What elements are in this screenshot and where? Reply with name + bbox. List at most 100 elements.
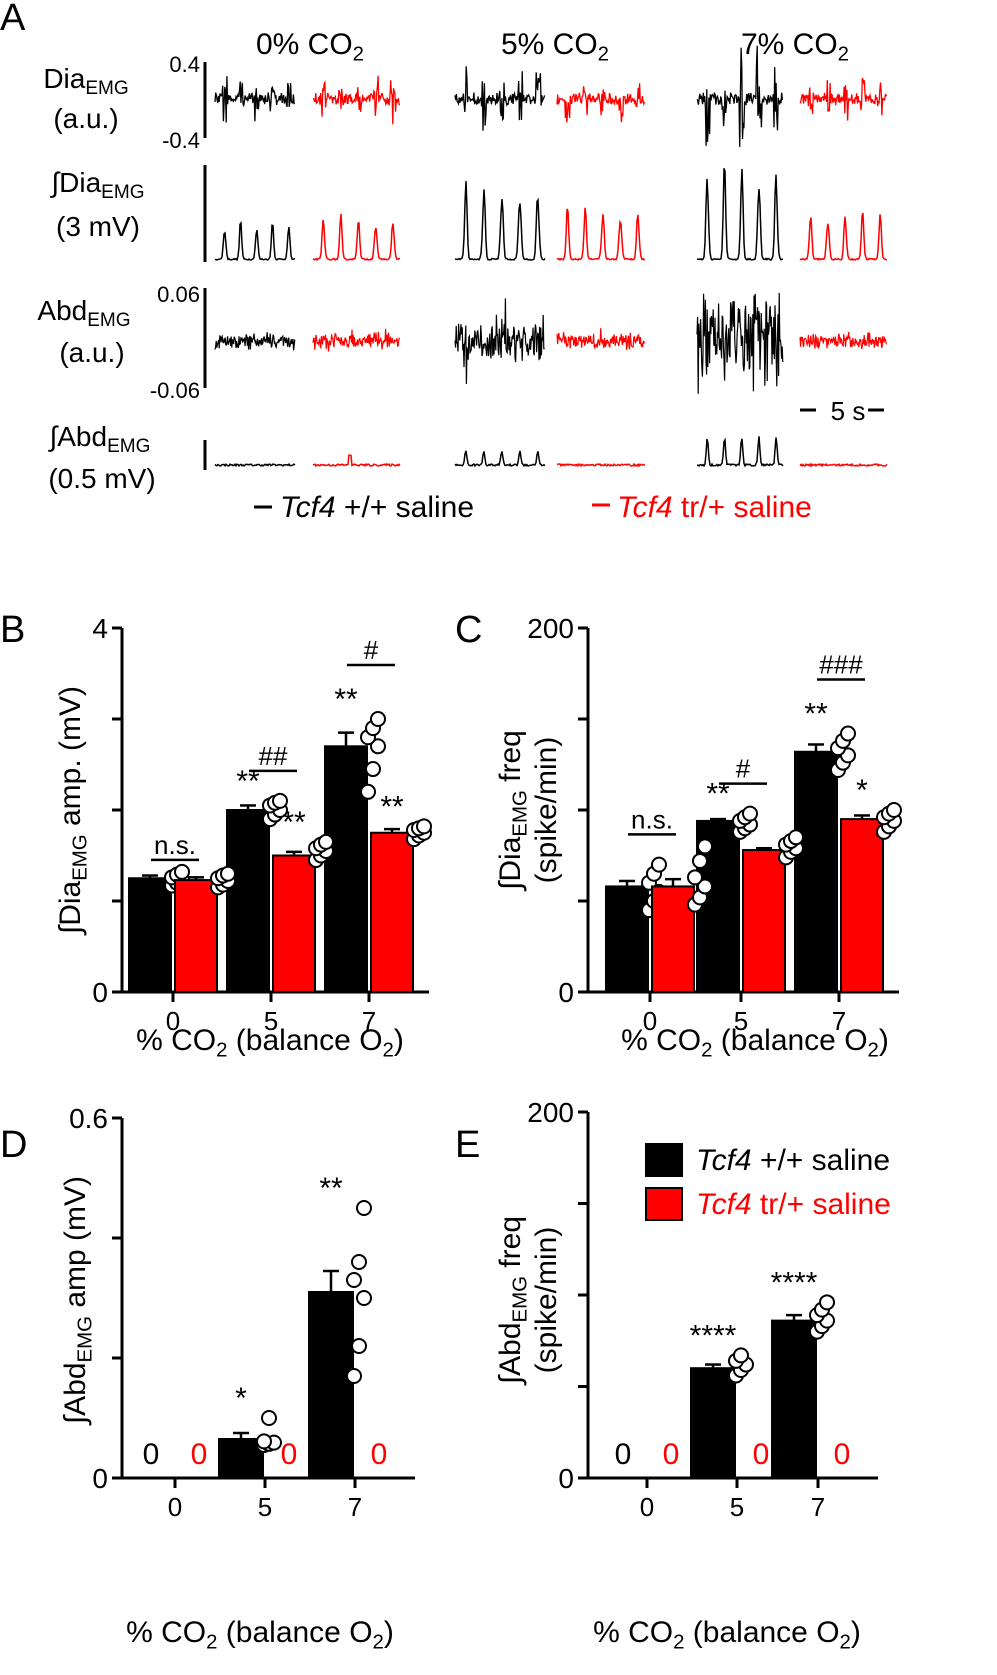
data-point	[886, 802, 902, 818]
bar	[128, 877, 172, 993]
bar	[742, 849, 786, 993]
bar	[226, 809, 270, 993]
data-point	[370, 738, 386, 755]
subscript: EMG	[101, 182, 144, 203]
y-tick-label: 200	[527, 1097, 574, 1128]
subscript: EMG	[510, 1276, 532, 1322]
x-axis-label: % CO2 (balance O2)	[136, 1024, 404, 1062]
x-tick-label: 0	[640, 1492, 654, 1522]
bar	[174, 879, 218, 994]
abd-emg-trace	[214, 332, 296, 351]
data-point	[346, 1368, 362, 1384]
zero-label: 0	[753, 1438, 770, 1471]
zero-label: 0	[371, 1438, 388, 1471]
gene-name: Tcf4	[696, 1144, 752, 1177]
data-point	[692, 852, 708, 869]
y-tick-label: 0	[558, 977, 574, 1008]
bar	[690, 1367, 736, 1479]
row-label-int-diaemg: ∫DiaEMG	[49, 167, 144, 203]
abd-emg-trace	[696, 292, 784, 394]
data-point	[370, 711, 386, 727]
y-axis-label: ∫AbdEMG amp (mV)	[59, 1176, 97, 1426]
bar	[840, 818, 884, 993]
data-point	[318, 833, 334, 850]
data-point	[416, 818, 432, 835]
legend-label: tr/+ saline	[673, 491, 812, 524]
y-axis-label: ∫AbdEMG freq	[494, 1216, 532, 1386]
text-part: )	[851, 1616, 861, 1649]
int-abd-emg-trace	[454, 450, 546, 468]
legend-label: Tcf4 tr/+ saline	[696, 1188, 891, 1221]
data-point	[365, 761, 381, 778]
subscript: 2	[673, 1632, 684, 1654]
row-label-abdemg: AbdEMG	[37, 295, 130, 331]
legend-text: +/+ saline	[752, 1144, 890, 1177]
row-label-int-abdemg: ∫AbdEMG	[48, 421, 151, 457]
text-part: % CO	[621, 1024, 701, 1057]
subscript: 2	[353, 44, 364, 66]
text-part: (balance O	[217, 1616, 372, 1649]
y-axis-label-line2: (spike/min)	[530, 1227, 563, 1374]
significance-stars: *	[856, 774, 868, 807]
text-part: ∫Dia	[49, 167, 101, 198]
significance-stars: **	[319, 1172, 343, 1205]
data-point	[360, 783, 376, 800]
significance-stars: **	[236, 765, 260, 798]
zero-label: 0	[615, 1438, 632, 1471]
text-part: (balance O	[712, 1024, 867, 1057]
int-dia-emg-trace	[214, 220, 296, 262]
significance-stars: **	[804, 698, 828, 731]
text-part: ∫Dia	[54, 880, 87, 936]
x-tick-label: 0	[168, 1492, 182, 1522]
data-point	[351, 1254, 367, 1270]
x-axis-label: % CO2 (balance O2)	[126, 1616, 394, 1654]
panel-letter-b: B	[0, 609, 25, 651]
abd-emg-trace	[454, 298, 545, 385]
legend-text: tr/+ saline	[752, 1188, 891, 1221]
panel-letter-a: A	[0, 0, 26, 39]
text-part: % CO	[126, 1616, 206, 1649]
y-tick-label: 0	[92, 977, 108, 1008]
data-point	[687, 869, 703, 886]
int-abd-emg-trace	[214, 462, 296, 468]
subscript: EMG	[75, 1316, 97, 1362]
text-part: amp. (mV)	[54, 686, 87, 834]
int-abd-emg-trace	[696, 436, 784, 468]
zero-label: 0	[281, 1438, 298, 1471]
x-tick-label: 7	[362, 1006, 376, 1036]
y-tick-label: 0	[558, 1463, 574, 1494]
data-point	[261, 1410, 277, 1426]
text-part: ∫Dia	[494, 836, 527, 892]
dia-emg-trace	[556, 83, 646, 123]
legend-label: +/+ saline	[336, 491, 474, 524]
x-tick-label: 0	[166, 1006, 180, 1036]
text-part: Dia	[43, 63, 85, 94]
int-dia-emg-trace	[312, 213, 400, 262]
subscript: 2	[868, 1040, 879, 1062]
data-point	[356, 1290, 372, 1306]
subscript: 2	[701, 1040, 712, 1062]
x-tick-label: 7	[832, 1006, 846, 1036]
row-unit: (3 mV)	[56, 211, 140, 242]
int-abd-emg-trace	[799, 462, 888, 468]
x-tick-label: 5	[264, 1006, 278, 1036]
legend-text-wt: Tcf4 +/+ saline	[280, 491, 474, 524]
scale-bottom: -0.06	[150, 378, 200, 403]
data-point	[220, 865, 236, 882]
int-abd-emg-trace	[556, 462, 646, 468]
data-point	[819, 1294, 835, 1311]
bar	[605, 885, 649, 993]
subscript: 2	[840, 1632, 851, 1654]
text-part: )	[384, 1616, 394, 1649]
row-unit: (a.u.)	[53, 103, 118, 134]
text-part: )	[879, 1024, 889, 1057]
subscript: 2	[373, 1632, 384, 1654]
scale-top: 0.06	[157, 282, 200, 307]
text-part: freq	[494, 1216, 527, 1276]
bracket-label: #	[736, 754, 751, 784]
significance-stars: **	[380, 790, 404, 823]
data-point	[651, 856, 667, 873]
significance-stars: ****	[771, 1266, 818, 1299]
data-point	[272, 792, 288, 809]
x-axis-label: % CO2 (balance O2)	[593, 1616, 861, 1654]
